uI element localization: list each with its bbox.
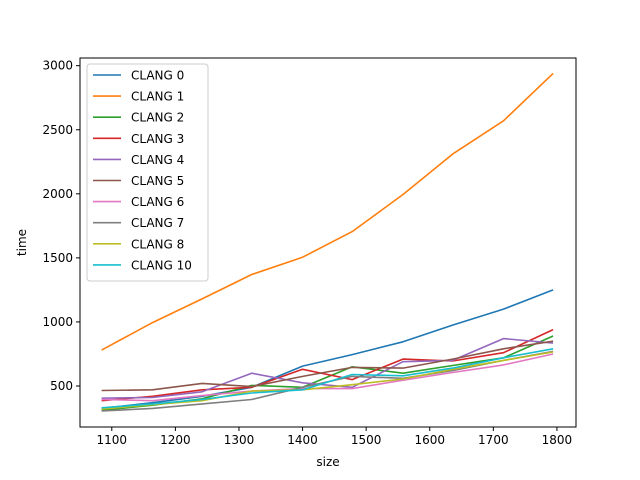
x-tick-label: 1400 [287,433,318,447]
series-layer [101,72,554,412]
legend-label-clang-5: CLANG 5 [131,174,184,188]
legend-label-clang-1: CLANG 1 [131,90,184,104]
legend-label-clang-8: CLANG 8 [131,237,184,251]
legend-label-clang-7: CLANG 7 [131,216,184,230]
legend-box [86,63,209,282]
series-line-clang-1 [101,72,554,351]
series-line-clang-0 [101,289,554,410]
y-tick-label: 2000 [42,187,73,201]
y-axis: 500 1000 1500 2000 2500 3000 [42,59,80,393]
legend-label-clang-6: CLANG 6 [131,195,184,209]
legend-label-clang-4: CLANG 4 [131,153,184,167]
x-tick-label: 1700 [478,433,509,447]
x-tick-label: 1500 [351,433,382,447]
y-tick-label: 1000 [42,315,73,329]
plot-frame [79,57,577,428]
series-line-clang-8 [101,351,554,410]
x-tick-label: 1100 [97,433,128,447]
x-tick-label: 1300 [224,433,255,447]
legend-label-clang-3: CLANG 3 [131,132,184,146]
y-axis-label: time [15,229,29,256]
y-tick-label: 3000 [42,59,73,73]
y-tick-label: 2500 [42,123,73,137]
series-line-clang-5 [101,340,554,392]
series-line-clang-10 [101,348,554,409]
y-tick-label: 1500 [42,251,73,265]
x-tick-label: 1600 [414,433,445,447]
x-axis-label: size [316,455,339,469]
x-axis: 1100 1200 1300 1400 1500 1600 1700 1800 [97,427,573,447]
x-tick-label: 1800 [542,433,573,447]
legend-label-clang-10: CLANG 10 [131,258,192,272]
series-line-clang-3 [101,328,554,402]
legend-label-clang-0: CLANG 0 [131,69,184,83]
legend: CLANG 0 CLANG 1 CLANG 2 CLANG 3 CLANG 4 CLANG… [86,63,209,282]
legend-label-clang-2: CLANG 2 [131,111,184,125]
x-tick-label: 1200 [160,433,191,447]
series-line-clang-4 [101,337,554,399]
y-tick-label: 500 [50,379,73,393]
series-line-clang-6 [101,353,554,402]
